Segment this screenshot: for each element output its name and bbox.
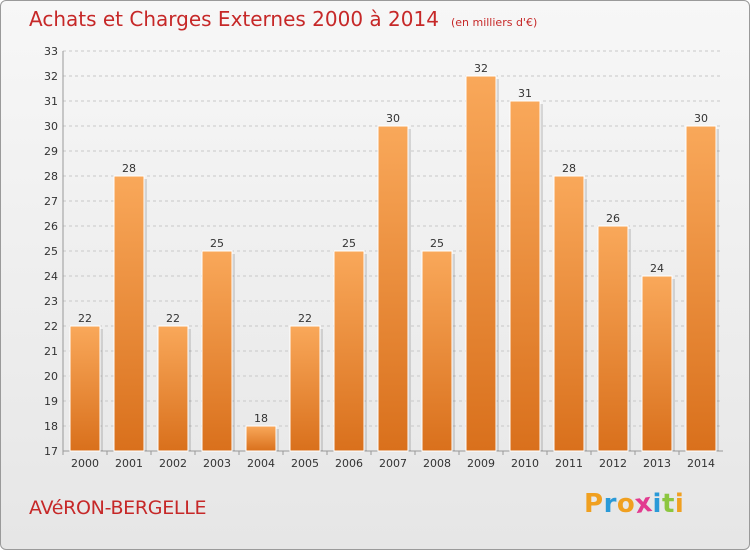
- data-label: 32: [474, 62, 488, 75]
- y-tick-label: 17: [44, 445, 58, 458]
- bar-2005: [289, 325, 321, 452]
- bar-2001: [113, 175, 145, 452]
- y-tick-label: 31: [44, 95, 58, 108]
- x-tick-label: 2006: [335, 457, 363, 470]
- data-label: 28: [562, 162, 576, 175]
- x-tick-label: 2005: [291, 457, 319, 470]
- logo-letter: t: [661, 489, 675, 519]
- x-tick-label: 2001: [115, 457, 143, 470]
- x-axis-ticks: 2000 2001 2002 2003 2004 2005 2006 2007 2008 2009…: [62, 451, 715, 470]
- x-tick-label: 2003: [203, 457, 231, 470]
- data-label: 30: [386, 112, 400, 125]
- x-tick-label: 2007: [379, 457, 407, 470]
- x-tick-label: 2009: [467, 457, 495, 470]
- data-label: 25: [210, 237, 224, 250]
- logo-letter: i: [674, 489, 685, 519]
- data-label: 31: [518, 87, 532, 100]
- bar-2011: [553, 175, 585, 452]
- y-tick-label: 27: [44, 195, 58, 208]
- data-label: 24: [650, 262, 664, 275]
- data-label: 25: [430, 237, 444, 250]
- y-tick-label: 30: [44, 120, 58, 133]
- x-tick-label: 2004: [247, 457, 275, 470]
- data-labels: 22 28 22 25 18 22 25 30 25 32 31 28 26 24 30: [78, 62, 708, 425]
- bar-2000: [69, 325, 101, 452]
- y-axis-ticks: 17 18 19 20 21 22 23 24 25 26 27 28 29 30 31 32 33: [44, 45, 58, 458]
- x-tick-label: 2002: [159, 457, 187, 470]
- y-tick-label: 29: [44, 145, 58, 158]
- data-label: 22: [78, 312, 92, 325]
- bars: [69, 75, 719, 452]
- y-tick-label: 26: [44, 220, 58, 233]
- logo-letter: o: [616, 489, 636, 519]
- data-label: 22: [298, 312, 312, 325]
- data-label: 22: [166, 312, 180, 325]
- y-tick-label: 22: [44, 320, 58, 333]
- x-tick-label: 2014: [687, 457, 715, 470]
- bar-2009: [465, 75, 497, 452]
- bar-2013: [641, 275, 673, 452]
- y-tick-label: 23: [44, 295, 58, 308]
- chart-title: Achats et Charges Externes 2000 à 2014: [29, 7, 439, 31]
- logo-letter: P: [584, 489, 604, 519]
- x-tick-label: 2013: [643, 457, 671, 470]
- chart-subtitle: (en milliers d'€): [450, 16, 538, 29]
- bar-2014: [685, 125, 717, 452]
- logo-letter: i: [652, 489, 662, 519]
- y-tick-label: 24: [44, 270, 58, 283]
- bar-2002: [157, 325, 189, 452]
- bar-2008: [421, 250, 453, 452]
- y-tick-label: 25: [44, 245, 58, 258]
- data-label: 30: [694, 112, 708, 125]
- logo-letter: r: [603, 489, 617, 519]
- y-tick-label: 32: [44, 70, 58, 83]
- data-label: 28: [122, 162, 136, 175]
- x-tick-label: 2011: [555, 457, 583, 470]
- y-tick-label: 28: [44, 170, 58, 183]
- bar-2006: [333, 250, 365, 452]
- x-tick-label: 2008: [423, 457, 451, 470]
- bar-2003: [201, 250, 233, 452]
- data-label: 26: [606, 212, 620, 225]
- title-row: Achats et Charges Externes 2000 à 2014 (…: [29, 7, 537, 31]
- proxiti-logo: Proxiti: [584, 487, 685, 521]
- data-label: 18: [254, 412, 268, 425]
- data-label: 25: [342, 237, 356, 250]
- x-tick-label: 2010: [511, 457, 539, 470]
- bar-2012: [597, 225, 629, 452]
- x-tick-label: 2012: [599, 457, 627, 470]
- y-tick-label: 33: [44, 45, 58, 58]
- y-tick-label: 20: [44, 370, 58, 383]
- x-tick-label: 2000: [71, 457, 99, 470]
- y-tick-label: 18: [44, 420, 58, 433]
- y-tick-label: 19: [44, 395, 58, 408]
- commune-name: AVéRON-BERGELLE: [29, 497, 207, 519]
- bar-2010: [509, 100, 541, 452]
- logo-letter: x: [633, 487, 655, 521]
- bar-2007: [377, 125, 409, 452]
- y-tick-label: 21: [44, 345, 58, 358]
- bar-2004: [245, 425, 277, 452]
